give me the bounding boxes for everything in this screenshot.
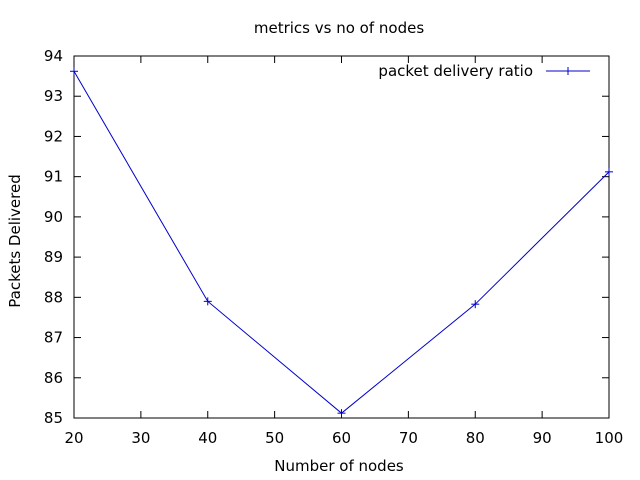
y-tick-label: 93	[44, 87, 63, 105]
y-tick-label: 86	[44, 369, 63, 387]
data-point	[203, 297, 212, 306]
plot-frame	[73, 55, 610, 419]
y-tick-label: 89	[44, 248, 63, 266]
data-point	[605, 167, 613, 176]
series-layer	[70, 67, 613, 418]
y-tick-label: 94	[44, 47, 63, 65]
x-axis: 20 30 40 50 60 70 80 90 100	[64, 56, 623, 447]
y-tick-label: 90	[44, 208, 63, 226]
plot-border	[73, 55, 610, 419]
chart-title: metrics vs no of nodes	[254, 19, 424, 37]
legend: packet delivery ratio	[378, 62, 590, 80]
y-axis: 85 86 87 88 89 90 91 92 93 94	[44, 47, 609, 427]
x-tick-label: 80	[466, 429, 485, 447]
y-axis-label: Packets Delivered	[6, 174, 24, 307]
x-tick-label: 60	[332, 429, 351, 447]
legend-label: packet delivery ratio	[378, 62, 533, 80]
x-tick-label: 100	[595, 429, 624, 447]
x-tick-label: 70	[399, 429, 418, 447]
y-tick-label: 92	[44, 127, 63, 145]
series-line	[73, 71, 610, 414]
x-tick-label: 20	[64, 429, 83, 447]
x-tick-label: 30	[131, 429, 150, 447]
x-tick-label: 90	[533, 429, 552, 447]
y-tick-label: 87	[44, 329, 63, 347]
x-tick-label: 40	[198, 429, 217, 447]
data-point	[337, 409, 346, 418]
x-axis-label: Number of nodes	[274, 457, 404, 475]
y-tick-label: 91	[44, 168, 63, 186]
x-tick-label: 50	[265, 429, 284, 447]
data-point	[70, 67, 78, 76]
data-point	[471, 300, 480, 309]
y-tick-label: 88	[44, 288, 63, 306]
y-tick-label: 85	[44, 409, 63, 427]
